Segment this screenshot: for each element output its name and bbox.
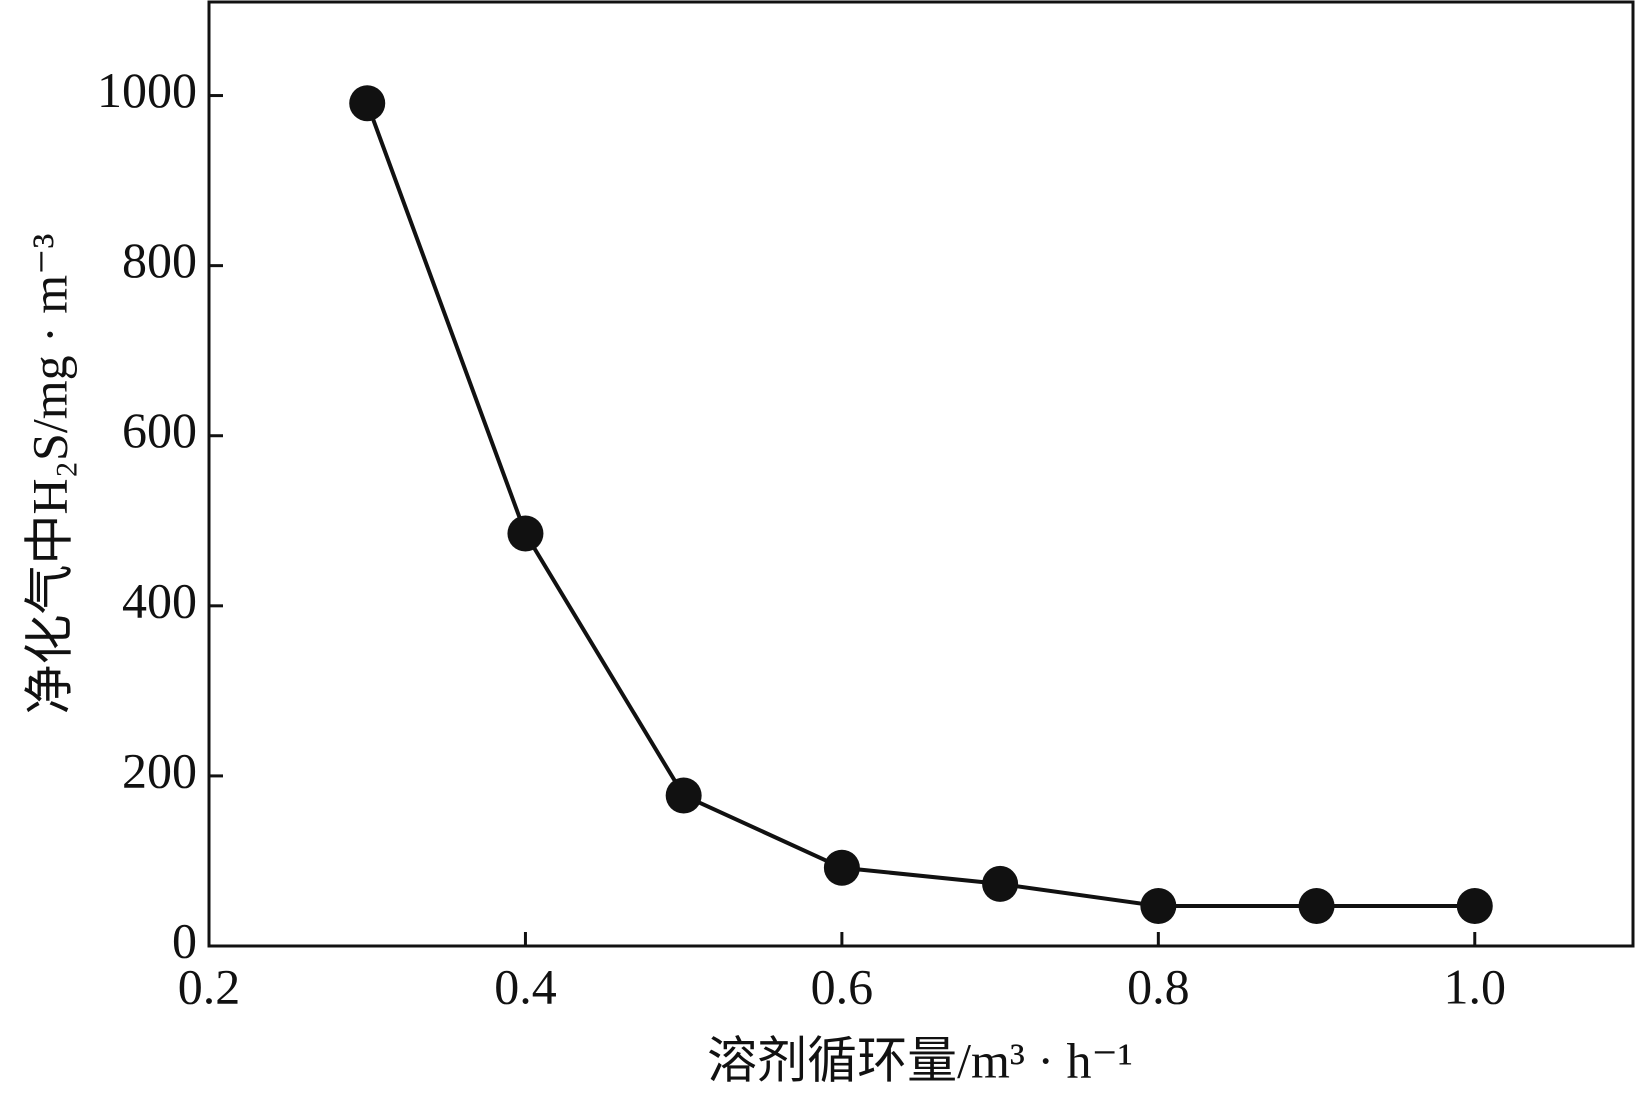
data-line: [365, 102, 1475, 909]
plot-frame: [207, 0, 1635, 948]
x-tick-label: 0.2: [178, 958, 241, 1014]
data-point: [665, 777, 702, 814]
y-tick-label: 200: [122, 742, 197, 798]
x-tick-label: 1.0: [1444, 958, 1507, 1014]
x-tick-label: 0.4: [494, 958, 557, 1014]
data-point: [349, 85, 386, 122]
data-point: [1456, 888, 1493, 925]
y-axis-label: 净化气中H₂S/mg · m⁻³: [21, 233, 77, 714]
data-point: [982, 865, 1019, 902]
data-point: [823, 849, 860, 886]
y-tick-label: 400: [122, 572, 197, 628]
y-tick-label: 0: [172, 912, 197, 968]
x-tick-label: 0.6: [811, 958, 874, 1014]
y-tick-label: 1000: [97, 62, 197, 118]
data-point: [1298, 888, 1335, 925]
x-axis-label: 溶剂循环量/m³ · h⁻¹: [707, 1032, 1133, 1088]
data-point: [1140, 888, 1177, 925]
y-tick-label: 600: [122, 402, 197, 458]
data-point: [507, 515, 544, 552]
y-tick-label: 800: [122, 232, 197, 288]
x-tick-label: 0.8: [1127, 958, 1190, 1014]
